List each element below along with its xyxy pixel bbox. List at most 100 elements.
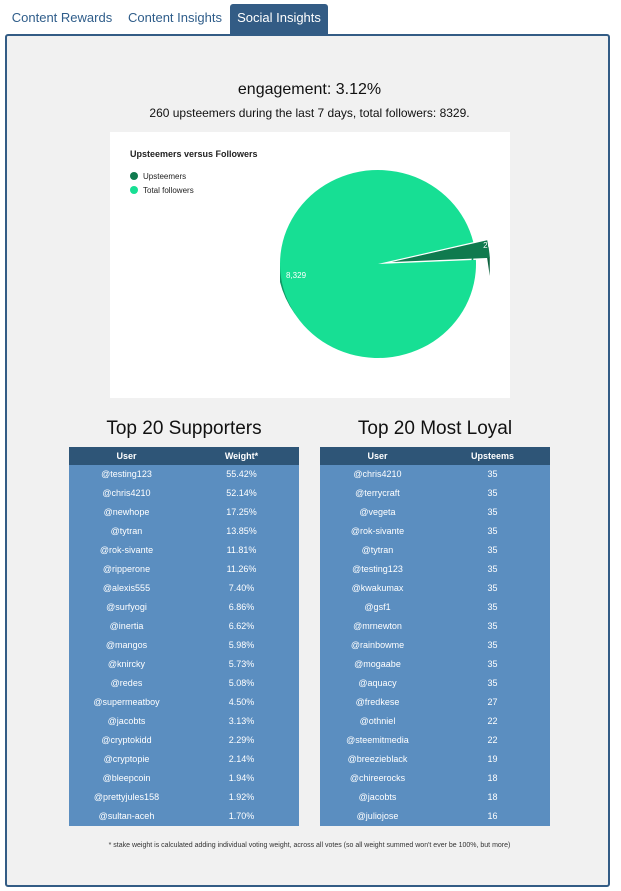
user-link[interactable]: @tytran <box>69 521 184 541</box>
table-row: @prettyjules158 1.92% <box>69 787 299 807</box>
supporters-value: 17.25% <box>184 502 299 522</box>
user-link[interactable]: @newhope <box>69 502 184 522</box>
table-row: @breezieblack 19 <box>320 749 550 769</box>
table-row: @inertia 6.62% <box>69 616 299 636</box>
supporters-value: 5.73% <box>184 654 299 674</box>
user-link[interactable]: @chris4210 <box>320 465 435 484</box>
user-link[interactable]: @bleepcoin <box>69 768 184 788</box>
user-link[interactable]: @cryptopie <box>69 749 184 769</box>
loyal-value: 35 <box>435 578 550 598</box>
user-link[interactable]: @surfyogi <box>69 597 184 617</box>
user-link[interactable]: @gsf1 <box>320 597 435 617</box>
loyal-value: 35 <box>435 502 550 522</box>
table-row: @steemitmedia 22 <box>320 730 550 750</box>
user-link[interactable]: @chireerocks <box>320 768 435 788</box>
table-row: @cryptokidd 2.29% <box>69 730 299 750</box>
tab-content-insights[interactable]: Content Insights <box>128 10 222 25</box>
user-link[interactable]: @mrnewton <box>320 616 435 636</box>
table-row: @mogaabe 35 <box>320 654 550 674</box>
user-link[interactable]: @redes <box>69 673 184 693</box>
user-link[interactable]: @terrycraft <box>320 483 435 503</box>
supporters-value: 52.14% <box>184 483 299 503</box>
loyal-col-header: User <box>320 447 435 465</box>
user-link[interactable]: @sultan-aceh <box>69 806 184 826</box>
supporters-col-header: Weight* <box>184 447 299 465</box>
legend-label: Total followers <box>143 186 194 195</box>
table-row: @newhope 17.25% <box>69 502 299 522</box>
table-row: @bleepcoin 1.94% <box>69 768 299 788</box>
slice-label-followers: 8,329 <box>286 271 307 280</box>
table-row: @rok-sivante 11.81% <box>69 540 299 560</box>
loyal-value: 35 <box>435 635 550 655</box>
user-link[interactable]: @steemitmedia <box>320 730 435 750</box>
table-row: @cryptopie 2.14% <box>69 749 299 769</box>
loyal-value: 18 <box>435 768 550 788</box>
table-row: @surfyogi 6.86% <box>69 597 299 617</box>
table-row: @knircky 5.73% <box>69 654 299 674</box>
chart-title: Upsteemers versus Followers <box>130 149 258 159</box>
user-link[interactable]: @mangos <box>69 635 184 655</box>
pie-slice-followers <box>280 169 476 358</box>
user-link[interactable]: @knircky <box>69 654 184 674</box>
supporters-table: User Weight* @testing123 55.42% @chris4210 5… <box>69 447 299 826</box>
slice-label-upsteemers: 260 <box>483 241 497 250</box>
tab-social-insights[interactable]: Social Insights <box>230 4 328 34</box>
table-row: @rainbowme 35 <box>320 635 550 655</box>
loyal-value: 35 <box>435 483 550 503</box>
user-link[interactable]: @jacobts <box>320 787 435 807</box>
table-row: @gsf1 35 <box>320 597 550 617</box>
table-row: @sultan-aceh 1.70% <box>69 806 299 826</box>
user-link[interactable]: @supermeatboy <box>69 692 184 712</box>
loyal-col-header: Upsteems <box>435 447 550 465</box>
user-link[interactable]: @rok-sivante <box>320 521 435 541</box>
loyal-value: 22 <box>435 730 550 750</box>
user-link[interactable]: @tytran <box>320 540 435 560</box>
engagement-summary: 260 upsteemers during the last 7 days, t… <box>149 106 470 120</box>
user-link[interactable]: @mogaabe <box>320 654 435 674</box>
table-row: @testing123 35 <box>320 559 550 579</box>
table-row: @jacobts 3.13% <box>69 711 299 731</box>
supporters-value: 5.08% <box>184 673 299 693</box>
user-link[interactable]: @vegeta <box>320 502 435 522</box>
user-link[interactable]: @inertia <box>69 616 184 636</box>
supporters-value: 11.81% <box>184 540 299 560</box>
loyal-value: 35 <box>435 616 550 636</box>
table-row: @supermeatboy 4.50% <box>69 692 299 712</box>
user-link[interactable]: @rainbowme <box>320 635 435 655</box>
user-link[interactable]: @alexis555 <box>69 578 184 598</box>
user-link[interactable]: @fredkese <box>320 692 435 712</box>
loyal-value: 35 <box>435 465 550 484</box>
supporters-value: 2.14% <box>184 749 299 769</box>
user-link[interactable]: @juliojose <box>320 806 435 826</box>
legend-swatch <box>130 186 138 194</box>
user-link[interactable]: @breezieblack <box>320 749 435 769</box>
user-link[interactable]: @ripperone <box>69 559 184 579</box>
loyal-value: 35 <box>435 540 550 560</box>
supporters-value: 3.13% <box>184 711 299 731</box>
table-row: @chireerocks 18 <box>320 768 550 788</box>
user-link[interactable]: @jacobts <box>69 711 184 731</box>
user-link[interactable]: @kwakumax <box>320 578 435 598</box>
supporters-value: 11.26% <box>184 559 299 579</box>
user-link[interactable]: @testing123 <box>320 559 435 579</box>
user-link[interactable]: @prettyjules158 <box>69 787 184 807</box>
user-link[interactable]: @cryptokidd <box>69 730 184 750</box>
table-row: @chris4210 52.14% <box>69 483 299 503</box>
supporters-value: 4.50% <box>184 692 299 712</box>
user-link[interactable]: @aquacy <box>320 673 435 693</box>
user-link[interactable]: @rok-sivante <box>69 540 184 560</box>
table-row: @rok-sivante 35 <box>320 521 550 541</box>
supporters-value: 5.98% <box>184 635 299 655</box>
table-row: @fredkese 27 <box>320 692 550 712</box>
tab-content-rewards[interactable]: Content Rewards <box>11 10 113 25</box>
stake-weight-footnote: * stake weight is calculated adding indi… <box>108 842 511 849</box>
loyal-value: 22 <box>435 711 550 731</box>
supporters-value: 13.85% <box>184 521 299 541</box>
table-row: @othniel 22 <box>320 711 550 731</box>
user-link[interactable]: @chris4210 <box>69 483 184 503</box>
loyal-value: 18 <box>435 787 550 807</box>
user-link[interactable]: @othniel <box>320 711 435 731</box>
loyal-title: Top 20 Most Loyal <box>357 418 513 439</box>
table-row: @kwakumax 35 <box>320 578 550 598</box>
user-link[interactable]: @testing123 <box>69 465 184 484</box>
